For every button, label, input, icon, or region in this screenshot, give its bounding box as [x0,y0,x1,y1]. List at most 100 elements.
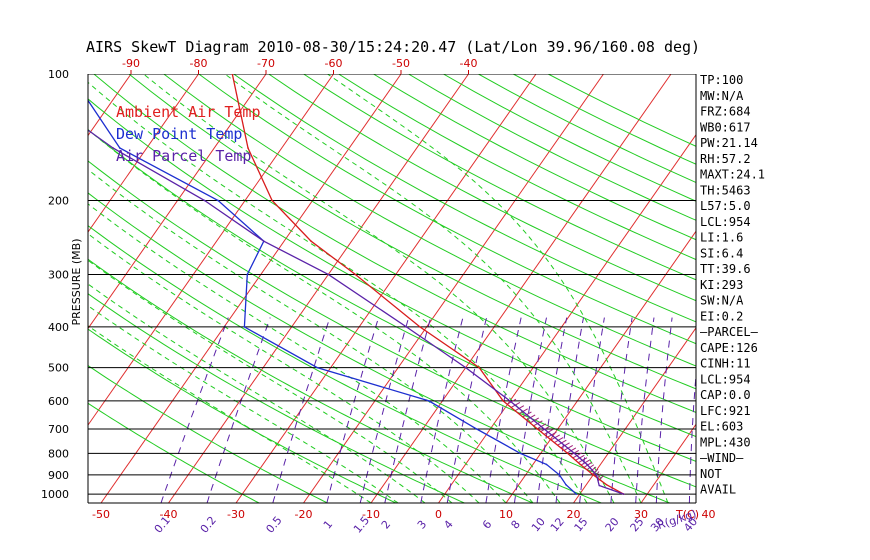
parcel-temp-point [464,366,467,369]
ambient-temp-point [231,74,234,75]
index-value: TT:39.6 [700,262,751,276]
parcel-temp-point [203,199,206,202]
dry-adiabat-line [373,74,696,241]
ambient-temp-point [419,326,421,328]
isotherm-line [88,74,199,233]
index-value: LCL:954 [700,215,751,229]
top-temp-tick-label: -40 [460,57,478,70]
legend-entry: Air Parcel Temp [116,147,251,165]
parcel-temp-point [622,493,625,495]
bottom-temp-tick-label: -20 [295,508,313,521]
mixing-ratio-line [420,317,464,503]
index-value: AVAIL [700,483,736,497]
index-value: EL:603 [700,420,743,434]
isotherm-line [776,74,870,503]
parcel-temp-point [509,400,511,402]
index-value: WB0:617 [700,120,751,134]
dry-adiabat-line [88,128,696,462]
dew-point-point [118,147,121,149]
bottom-temp-tick-label: -30 [227,508,245,521]
ambient-temp-point [271,199,273,202]
parcel-temp-point [112,147,114,149]
legend: Ambient Air Temp Dew Point Temp Air Parcel… [116,103,261,165]
dew-point-point [246,273,249,276]
pressure-tick-label: 200 [48,194,69,207]
dew-point-point [545,463,548,466]
ambient-temp-point [310,240,312,242]
mixing-ratio-line [635,317,655,503]
index-value: MAXT:24.1 [700,168,765,182]
parcel-temp-point [263,240,265,242]
moist-adiabat-line [88,325,372,503]
pressure-tick-label: 100 [48,68,69,81]
index-value: LCL:954 [700,372,751,386]
index-value: EI:0.2 [700,309,743,323]
dew-point-point [475,428,478,430]
dew-point-point [565,483,567,486]
ambient-temp-point [536,428,539,430]
ambient-temp-point [478,366,480,369]
isotherm-line [438,133,696,503]
moist-adiabat-line [88,305,399,503]
index-value: LFC:921 [700,404,751,418]
dry-adiabat-line [198,74,696,345]
mixing-ratio-label: 10 [529,515,548,534]
dry-adiabat-line [88,402,260,503]
isotherm-line [100,74,402,503]
bottom-temp-tick-label: -10 [362,508,380,521]
dry-adiabat-line [88,160,696,488]
index-value: MPL:430 [700,435,751,449]
cape-hatch-line [597,475,604,482]
dew-point-point [558,474,561,476]
pressure-tick-label: 900 [48,469,69,482]
pressure-tick-label: 600 [48,395,69,408]
dry-adiabat-line [443,74,696,202]
bottom-temp-tick-label: 20 [567,508,581,521]
mixing-ratio-label: 3 [415,518,429,532]
cape-hatch-line [589,466,597,473]
bottom-temp-tick-label: 0 [435,508,442,521]
index-value: L57:5.0 [700,199,751,213]
dew-point-point [217,199,219,202]
moist-adiabat-line [88,203,507,503]
mixing-ratio-line [206,317,271,503]
index-value: LI:1.6 [700,231,743,245]
dry-adiabat-line [88,258,533,503]
parcel-temp-line [88,129,624,495]
parcel-temp-point [9,73,11,75]
isotherm-line [88,74,132,137]
dew-point-line [88,99,577,495]
ambient-temp-point [502,400,504,402]
parcel-temp-point [595,474,598,476]
pressure-tick-label: 700 [48,423,69,436]
mixing-ratio-line [610,317,633,503]
index-value: FRZ:684 [700,105,751,119]
dry-adiabat-line [93,74,696,413]
isotherm-line [844,74,870,503]
top-temp-tick-label: -80 [190,57,208,70]
mixing-ratio-line [485,317,522,503]
isotherm-line [640,423,696,503]
mixing-ratio-line [513,317,547,503]
pressure-tick-label: 400 [48,321,69,334]
parcel-temp-point [598,484,601,487]
mixing-ratio-line [160,317,229,503]
moist-adiabat-line [327,74,669,503]
bottom-temp-tick-label: 10 [499,508,513,521]
top-temp-tick-label: -90 [122,57,140,70]
index-value: TP:100 [700,73,743,87]
index-value: —WIND— [700,451,744,465]
ambient-temp-point [247,147,249,149]
index-value: —PARCEL— [700,325,759,339]
moist-adiabat-line [88,283,426,503]
mixing-ratio-line [655,317,673,503]
mixing-ratio-line [688,368,696,503]
pressure-tick-label: 500 [48,362,69,375]
moist-adiabat-line [88,259,453,503]
index-value: CAP:0.0 [700,388,751,402]
index-value: MW:N/A [700,89,744,103]
bottom-temp-tick-label: 40 [702,508,716,521]
ambient-temp-point [592,474,594,476]
mixing-ratio-line [579,317,605,503]
isotherm-line [88,74,267,330]
